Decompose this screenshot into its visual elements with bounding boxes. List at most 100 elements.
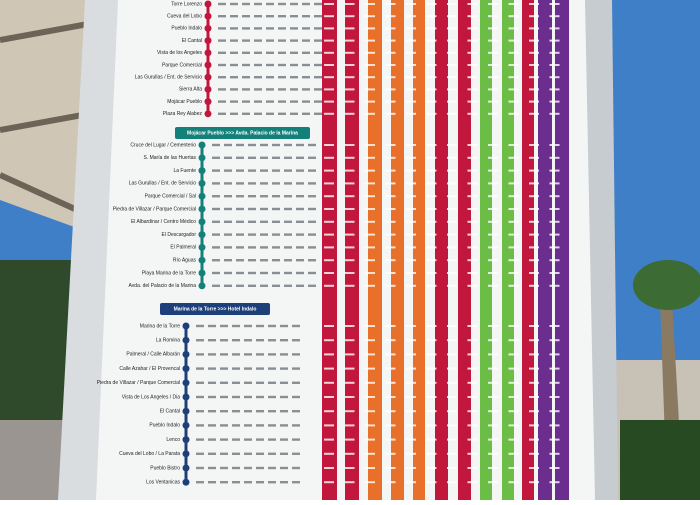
time-cell <box>406 220 416 223</box>
time-cell <box>254 39 262 42</box>
time-cell <box>385 39 396 42</box>
time-cell <box>236 246 244 249</box>
time-cell <box>426 76 437 79</box>
stop-dot <box>198 282 206 290</box>
time-cell <box>232 410 240 413</box>
time-cell <box>314 76 322 79</box>
time-cell <box>266 2 274 6</box>
stop-dot <box>204 49 212 57</box>
stop-name: El Cantal <box>182 38 202 44</box>
time-cell <box>236 143 244 147</box>
time-cell <box>230 15 238 18</box>
time-cell <box>488 88 498 91</box>
time-cell <box>385 396 396 398</box>
time-cell <box>302 88 310 91</box>
time-cell <box>208 339 216 342</box>
time-cell <box>232 481 240 484</box>
time-cell <box>268 367 276 370</box>
time-cell <box>324 27 334 30</box>
time-cell <box>230 51 238 54</box>
time-cell <box>292 452 300 455</box>
stripe <box>391 0 404 500</box>
time-cell <box>254 100 262 103</box>
time-cell <box>344 112 355 115</box>
time-cell <box>260 284 268 287</box>
time-cell <box>529 424 539 427</box>
time-cell <box>308 195 316 198</box>
time-cell <box>467 112 478 115</box>
time-cell <box>308 271 316 275</box>
time-cell <box>278 39 286 42</box>
time-cell <box>365 51 375 54</box>
time-cell <box>324 144 334 146</box>
time-cell <box>212 233 220 236</box>
time-cell <box>426 195 437 198</box>
time-cell <box>365 182 375 185</box>
time-cell <box>467 424 478 427</box>
time-cell <box>508 246 519 249</box>
time-cell <box>426 208 437 210</box>
time-cell <box>290 51 298 54</box>
time-cell <box>385 233 396 236</box>
timetable: Mojácar Pueblo >>> Avda. Palacio de la M… <box>97 0 560 486</box>
time-cell <box>508 15 519 18</box>
time-cell <box>385 169 396 172</box>
time-cell <box>406 182 416 185</box>
time-cell <box>426 100 437 103</box>
time-cell <box>268 339 276 342</box>
time-cell <box>406 233 416 236</box>
time-cell <box>256 324 264 328</box>
time-cell <box>426 410 437 413</box>
time-cell <box>296 143 304 147</box>
time-cell <box>260 195 268 198</box>
time-cell <box>549 424 560 427</box>
time-cell <box>230 27 238 30</box>
time-cell <box>266 39 274 42</box>
time-cell <box>447 169 457 172</box>
time-cell <box>406 284 416 287</box>
time-cell <box>284 182 292 185</box>
stop-name: Calle Azahar / El Provencal <box>119 366 180 372</box>
time-cell <box>467 100 478 103</box>
time-cell <box>508 467 519 469</box>
time-cell <box>292 410 300 413</box>
stop-dot <box>204 110 212 118</box>
time-cell <box>266 100 274 103</box>
time-cell <box>426 3 437 5</box>
time-cell <box>385 272 396 274</box>
time-cell <box>529 144 539 146</box>
time-cell <box>278 15 286 18</box>
stop-name: La Romina <box>156 338 180 344</box>
time-cell <box>529 410 539 413</box>
time-cell <box>508 424 519 427</box>
time-cell <box>406 396 416 398</box>
time-cell <box>549 88 560 91</box>
time-cell <box>296 156 304 159</box>
time-cell <box>292 324 300 328</box>
time-cell <box>549 3 560 5</box>
time-cell <box>212 271 220 275</box>
time-cell <box>224 156 232 159</box>
route-stripes <box>322 0 569 500</box>
time-cell <box>248 259 256 262</box>
time-cell <box>488 353 498 356</box>
time-cell <box>212 195 220 198</box>
time-cell <box>549 195 560 198</box>
time-cell <box>385 144 396 146</box>
time-cell <box>549 64 560 66</box>
time-cell <box>272 271 280 275</box>
time-cell <box>242 2 250 6</box>
time-cell <box>242 15 250 18</box>
time-cell <box>385 15 396 18</box>
time-cell <box>292 367 300 370</box>
time-cell <box>488 64 498 66</box>
time-cell <box>549 325 560 327</box>
time-cell <box>549 39 560 42</box>
time-cell <box>365 325 375 327</box>
time-cell <box>324 272 334 274</box>
time-cell <box>248 195 256 198</box>
time-cell <box>529 220 539 223</box>
time-cell <box>344 339 355 342</box>
time-cell <box>248 169 256 172</box>
time-cell <box>406 424 416 427</box>
